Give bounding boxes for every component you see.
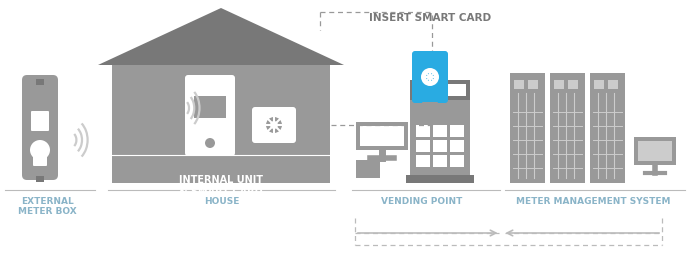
- Bar: [638, 141, 672, 161]
- FancyBboxPatch shape: [412, 51, 448, 103]
- FancyBboxPatch shape: [36, 79, 44, 85]
- Text: METER MANAGEMENT SYSTEM: METER MANAGEMENT SYSTEM: [516, 197, 670, 206]
- Bar: [406, 175, 474, 183]
- Bar: [410, 80, 470, 100]
- Bar: [433, 155, 447, 167]
- Polygon shape: [98, 8, 344, 65]
- Bar: [590, 73, 625, 183]
- Circle shape: [30, 140, 50, 160]
- FancyBboxPatch shape: [22, 75, 58, 180]
- Bar: [634, 137, 676, 165]
- Text: INSERT SMART CARD: INSERT SMART CARD: [369, 13, 491, 23]
- Bar: [450, 125, 464, 137]
- Bar: [510, 73, 545, 183]
- FancyBboxPatch shape: [36, 176, 44, 182]
- Circle shape: [205, 138, 215, 148]
- Bar: [608, 80, 618, 89]
- Bar: [416, 140, 430, 152]
- Bar: [554, 80, 564, 89]
- Circle shape: [270, 121, 278, 129]
- Bar: [112, 65, 330, 183]
- FancyBboxPatch shape: [33, 150, 47, 166]
- FancyBboxPatch shape: [31, 111, 49, 131]
- Text: EXTERNAL
METER BOX: EXTERNAL METER BOX: [17, 197, 76, 217]
- Bar: [356, 122, 408, 150]
- Text: INTERNAL UNIT
& SMART CARD: INTERNAL UNIT & SMART CARD: [179, 175, 263, 197]
- Bar: [414, 84, 466, 96]
- Bar: [450, 140, 464, 152]
- FancyBboxPatch shape: [185, 75, 235, 156]
- Bar: [450, 155, 464, 167]
- Bar: [410, 100, 470, 175]
- Bar: [360, 126, 404, 146]
- Bar: [433, 125, 447, 137]
- Circle shape: [266, 117, 282, 133]
- Bar: [416, 155, 430, 167]
- Bar: [433, 140, 447, 152]
- Circle shape: [426, 73, 434, 81]
- Bar: [194, 96, 226, 118]
- FancyBboxPatch shape: [252, 107, 296, 143]
- Bar: [356, 160, 380, 178]
- Circle shape: [421, 68, 439, 86]
- Bar: [416, 125, 430, 137]
- Bar: [568, 80, 578, 89]
- Bar: [514, 80, 524, 89]
- Bar: [594, 80, 604, 89]
- Text: HOUSE: HOUSE: [204, 197, 240, 206]
- Bar: [528, 80, 538, 89]
- Text: VENDING POINT: VENDING POINT: [382, 197, 463, 206]
- Bar: [550, 73, 585, 183]
- Polygon shape: [422, 102, 438, 118]
